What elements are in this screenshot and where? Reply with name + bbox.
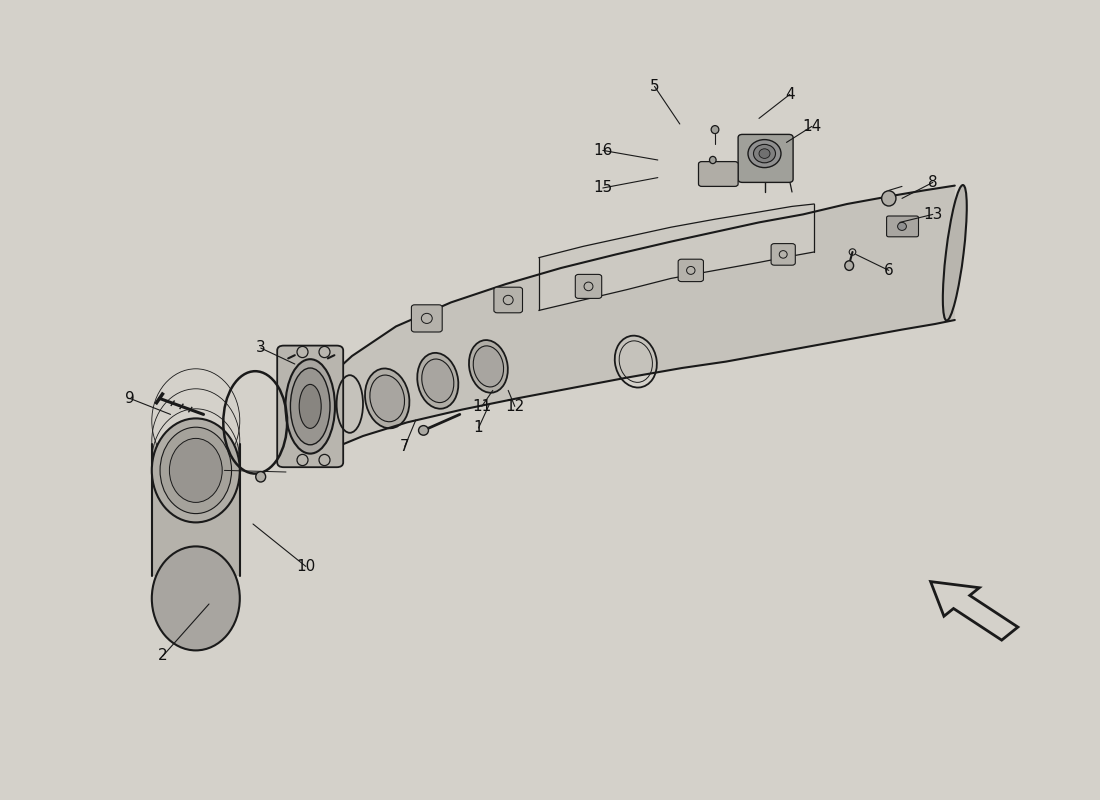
Ellipse shape	[748, 139, 781, 168]
FancyBboxPatch shape	[277, 346, 343, 467]
Ellipse shape	[473, 346, 504, 387]
Text: 2: 2	[158, 649, 167, 663]
Text: 16: 16	[593, 143, 613, 158]
Ellipse shape	[943, 185, 967, 321]
FancyBboxPatch shape	[494, 287, 522, 313]
Text: 13: 13	[923, 207, 943, 222]
Text: 8: 8	[928, 175, 937, 190]
Text: 5: 5	[650, 79, 659, 94]
Ellipse shape	[711, 126, 719, 134]
Text: 9: 9	[125, 391, 134, 406]
FancyBboxPatch shape	[771, 243, 795, 266]
FancyBboxPatch shape	[887, 216, 918, 237]
Ellipse shape	[286, 359, 334, 454]
Ellipse shape	[845, 261, 854, 270]
Polygon shape	[152, 444, 240, 576]
Ellipse shape	[370, 375, 405, 422]
Text: 15: 15	[593, 181, 613, 195]
Text: 14: 14	[802, 119, 822, 134]
Polygon shape	[330, 186, 955, 450]
FancyBboxPatch shape	[575, 274, 602, 298]
Polygon shape	[539, 204, 814, 310]
Text: 4: 4	[785, 87, 794, 102]
Text: 12: 12	[505, 399, 525, 414]
FancyBboxPatch shape	[411, 305, 442, 332]
FancyArrow shape	[931, 582, 1018, 640]
Ellipse shape	[290, 368, 330, 445]
Text: 1: 1	[474, 421, 483, 435]
Ellipse shape	[365, 369, 409, 428]
Ellipse shape	[320, 374, 340, 451]
Ellipse shape	[754, 144, 776, 163]
Ellipse shape	[299, 384, 321, 429]
Ellipse shape	[898, 222, 906, 230]
Ellipse shape	[418, 426, 429, 435]
Ellipse shape	[759, 149, 770, 158]
Text: 3: 3	[256, 341, 265, 355]
Text: 11: 11	[472, 399, 492, 414]
Text: 6: 6	[884, 263, 893, 278]
Text: 10: 10	[296, 559, 316, 574]
FancyBboxPatch shape	[738, 134, 793, 182]
Ellipse shape	[161, 427, 231, 514]
Ellipse shape	[469, 340, 508, 393]
Ellipse shape	[169, 438, 222, 502]
Ellipse shape	[710, 157, 716, 164]
Ellipse shape	[417, 353, 459, 409]
Ellipse shape	[152, 418, 240, 522]
FancyBboxPatch shape	[698, 162, 738, 186]
Text: 7: 7	[400, 439, 409, 454]
Ellipse shape	[255, 472, 266, 482]
Ellipse shape	[421, 359, 454, 402]
FancyBboxPatch shape	[678, 259, 704, 282]
Ellipse shape	[152, 546, 240, 650]
Ellipse shape	[882, 190, 895, 206]
